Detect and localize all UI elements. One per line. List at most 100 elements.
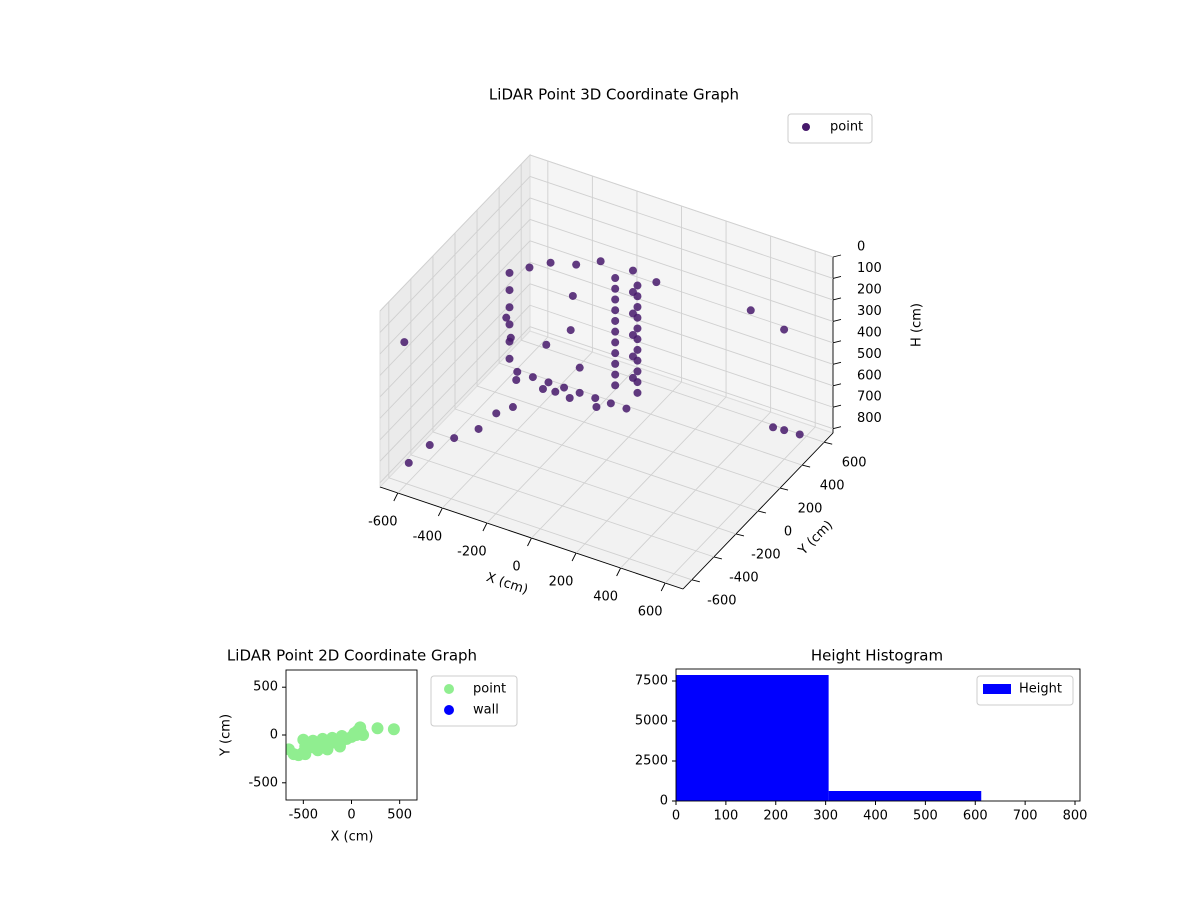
point <box>508 403 517 412</box>
point <box>371 722 384 735</box>
y-tick-label: -600 <box>707 593 737 608</box>
point <box>311 744 324 757</box>
grid-line <box>529 218 834 322</box>
point <box>628 373 637 382</box>
tick-mark <box>832 318 842 322</box>
legend-swatch <box>983 684 1011 694</box>
point <box>544 378 553 387</box>
legend-box <box>976 675 1074 706</box>
grid-line <box>379 304 531 462</box>
point <box>335 729 348 742</box>
point <box>592 402 601 411</box>
x-tick-label: -600 <box>368 515 398 530</box>
grid-line <box>379 197 531 355</box>
z-tick-label: 800 <box>857 411 882 426</box>
y-tick-label: 2500 <box>635 754 668 769</box>
point <box>357 729 370 741</box>
tick-mark <box>735 533 745 537</box>
legend-label: point <box>473 682 506 697</box>
grid-line <box>379 326 531 484</box>
point <box>505 354 514 363</box>
point <box>513 367 522 376</box>
point <box>633 345 642 354</box>
tick-mark <box>832 361 842 365</box>
grid-line <box>529 283 834 387</box>
legend-marker <box>444 705 454 715</box>
tick-mark <box>757 510 767 514</box>
x-tick-label: 500 <box>387 808 412 823</box>
y-tick-label: 0 <box>660 794 668 809</box>
point <box>528 373 537 382</box>
point <box>297 733 310 746</box>
point <box>575 388 584 397</box>
point <box>333 740 346 753</box>
tick-mark <box>832 404 842 408</box>
chart-title: LiDAR Point 3D Coordinate Graph <box>489 86 739 104</box>
x-tick-label: 0 <box>512 560 520 575</box>
legend-marker <box>802 123 810 131</box>
point <box>633 324 642 333</box>
x-tick-label: 200 <box>763 809 788 824</box>
point <box>387 723 400 736</box>
point <box>566 326 575 335</box>
tick-mark <box>832 254 842 258</box>
point <box>633 388 642 397</box>
grid-line <box>379 219 531 376</box>
tick-mark <box>832 340 842 344</box>
point <box>404 458 413 467</box>
x-tick-label: 0 <box>672 809 680 824</box>
y-tick-label: 0 <box>270 728 278 743</box>
point <box>606 399 615 408</box>
point <box>326 731 339 744</box>
point <box>474 424 483 433</box>
point <box>575 363 584 372</box>
x-tick-label: 600 <box>638 605 663 620</box>
tick-mark <box>571 552 577 562</box>
x-tick-label: 800 <box>1063 809 1088 824</box>
grid-line <box>410 454 715 558</box>
point <box>512 375 521 384</box>
point <box>542 340 551 349</box>
point <box>572 260 581 269</box>
x-axis-label: X (cm) <box>331 830 374 845</box>
point <box>525 263 534 272</box>
legend-label: point <box>830 120 863 135</box>
tick-mark <box>393 492 399 502</box>
legend-box <box>787 113 873 144</box>
point <box>591 394 600 403</box>
x-tick-label: 400 <box>863 809 888 824</box>
tick-mark <box>802 464 811 468</box>
legend-label: wall <box>473 703 499 718</box>
point <box>506 333 515 342</box>
y-tick-label: 600 <box>842 456 867 471</box>
z-tick-label: 600 <box>857 368 882 383</box>
grid-line <box>476 385 781 489</box>
point <box>546 258 555 267</box>
grid-line <box>379 283 531 441</box>
grid-line <box>379 262 531 419</box>
point <box>769 423 778 432</box>
grid-line <box>388 477 692 581</box>
tick-mark <box>832 426 842 430</box>
tick-mark <box>832 276 842 279</box>
point <box>560 383 569 392</box>
point <box>622 404 631 413</box>
grid-line <box>529 326 834 430</box>
legend-label: Height <box>1019 682 1062 697</box>
point <box>306 734 319 747</box>
legend-marker <box>444 684 454 694</box>
point <box>450 434 459 443</box>
grid-line <box>454 408 759 512</box>
point <box>505 303 514 312</box>
x-tick-label: 400 <box>593 590 618 605</box>
point <box>633 302 642 311</box>
point <box>611 370 620 379</box>
point <box>633 281 642 290</box>
y-tick-label: 7500 <box>635 674 668 689</box>
grid-line <box>379 176 531 333</box>
z-tick-label: 500 <box>857 347 882 362</box>
z-tick-label: 0 <box>857 240 865 255</box>
bar <box>676 675 829 801</box>
